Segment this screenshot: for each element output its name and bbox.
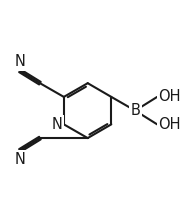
Text: OH: OH	[159, 117, 181, 132]
Text: N: N	[14, 152, 25, 167]
Text: N: N	[14, 54, 25, 69]
Text: N: N	[52, 117, 63, 132]
Text: B: B	[130, 103, 140, 118]
Text: OH: OH	[159, 89, 181, 104]
